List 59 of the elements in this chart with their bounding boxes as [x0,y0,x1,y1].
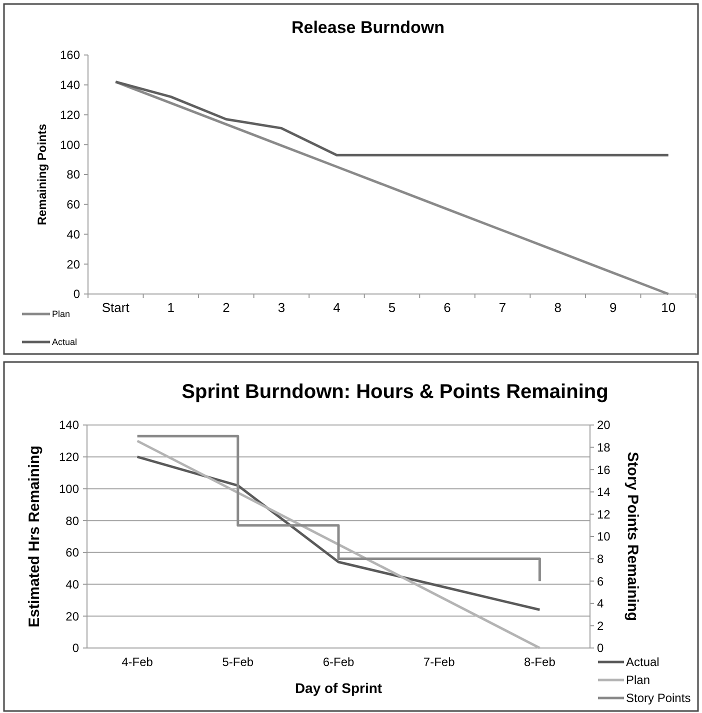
legend-label: Story Points [626,691,691,706]
line-series [114,80,670,296]
y2-axis-title: Story Points Remaining [624,452,641,622]
y-tick-label: 80 [66,168,80,182]
y2-tick-label: 20 [597,418,611,432]
legend-label: Actual [626,655,660,670]
y-tick-label: 60 [66,198,80,212]
legend-label: Plan [626,673,650,688]
y-tick-label: 160 [60,48,80,62]
y2-tick-label: 10 [597,530,611,544]
x-tick-label: 3 [278,300,286,315]
y-tick-label: 140 [60,78,80,92]
x-tick-label: 5 [388,300,396,315]
x-tick-label: 7-Feb [423,655,456,669]
x-tick-label: 8 [554,300,562,315]
line-series [136,440,541,650]
x-tick-label: 10 [661,300,676,315]
y2-tick-label: 4 [597,596,604,611]
x-tick-label: 2 [222,300,230,315]
line-series [136,456,541,612]
x-axis-title: Day of Sprint [294,680,382,696]
y-tick-label: 20 [66,609,80,624]
y2-tick-label: 0 [597,641,604,656]
y-axis-title: Estimated Hrs Remaining [26,446,43,628]
chart-title: Release Burndown [291,18,445,37]
legend-label: Plan [52,309,70,320]
y-tick-label: 100 [60,138,80,152]
x-tick-label: 7 [498,300,506,315]
y-tick-label: 80 [66,514,80,528]
x-tick-label: 8-Feb [524,655,556,669]
y-tick-label: 120 [58,450,80,464]
x-tick-label: 9 [609,300,617,315]
y2-tick-label: 12 [597,507,611,522]
x-tick-label: 6 [444,300,451,315]
y-tick-label: 120 [60,108,80,122]
y2-tick-label: 6 [597,574,604,588]
y2-tick-label: 2 [597,618,604,633]
x-tick-label: 4-Feb [122,655,154,669]
y2-tick-label: 8 [597,552,604,566]
y-tick-label: 0 [73,287,80,302]
x-tick-label: 4 [333,300,340,315]
y-tick-label: 20 [66,257,80,272]
x-tick-label: Start [102,300,130,315]
y-tick-label: 140 [58,418,80,432]
legend-label: Actual [52,337,78,348]
x-tick-label: 1 [167,300,175,315]
y-tick-label: 0 [72,641,80,656]
y-tick-label: 40 [66,227,80,242]
x-tick-label: 5-Feb [222,655,254,669]
y-axis-title: Remaining Points [35,124,49,226]
x-tick-label: 6-Feb [322,655,354,669]
y-tick-label: 100 [58,482,80,496]
y-tick-label: 40 [66,577,80,592]
y-tick-label: 60 [66,546,80,560]
chart-title: Sprint Burndown: Hours & Points Remaining [182,381,608,403]
line-series [114,80,670,156]
y2-tick-label: 14 [597,485,611,500]
y2-tick-label: 16 [597,462,611,477]
y2-tick-label: 18 [597,440,611,454]
